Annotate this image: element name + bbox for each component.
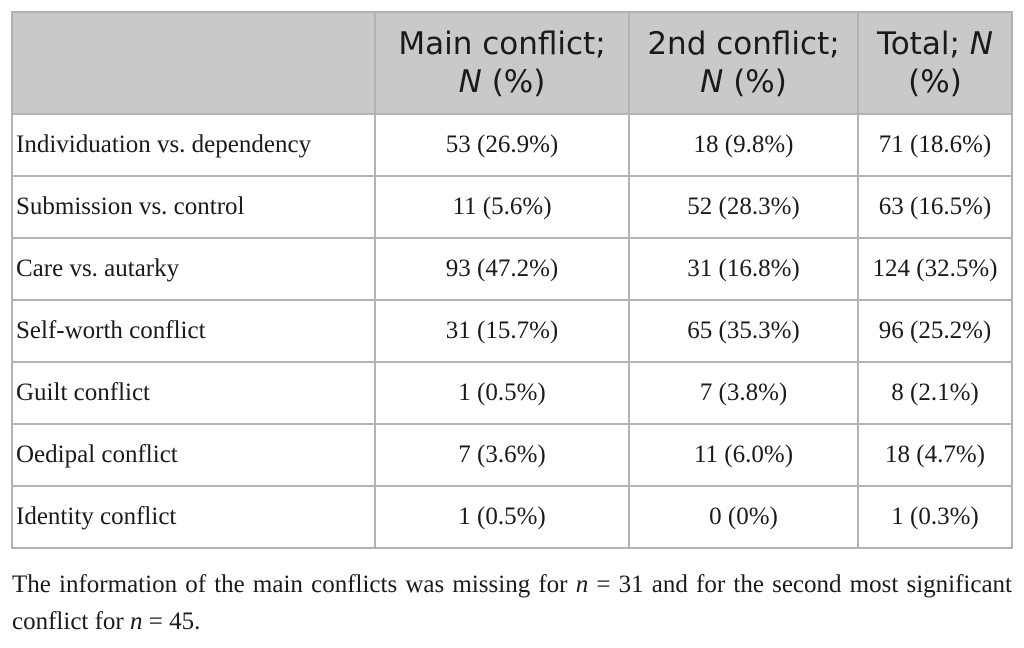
cell-second-conflict: 0 (0%) bbox=[628, 485, 859, 549]
cell-total: 71 (18.6%) bbox=[857, 113, 1013, 177]
footnote-part2: = 31 and for the second most significant… bbox=[12, 571, 1012, 635]
cell-main-conflict: 93 (47.2%) bbox=[374, 237, 630, 301]
cell-total: 96 (25.2%) bbox=[857, 299, 1013, 363]
header-main-rest: (%) bbox=[481, 64, 546, 100]
table-row: Self-worth conflict 31 (15.7%) 65 (35.3%) 9… bbox=[11, 299, 1013, 363]
cell-second-conflict: 31 (16.8%) bbox=[628, 237, 859, 301]
conflict-table: Main conflict; N (%) 2nd conflict; N (%)… bbox=[11, 11, 1013, 549]
footnote-var2: n bbox=[130, 608, 143, 635]
header-empty-cell bbox=[11, 11, 376, 115]
header-second-symbol: N bbox=[700, 64, 724, 100]
row-label: Individuation vs. dependency bbox=[11, 113, 376, 177]
row-label: Guilt conflict bbox=[11, 361, 376, 425]
cell-second-conflict: 52 (28.3%) bbox=[628, 175, 859, 239]
cell-total: 63 (16.5%) bbox=[857, 175, 1013, 239]
cell-main-conflict: 11 (5.6%) bbox=[374, 175, 630, 239]
table-row: Care vs. autarky 93 (47.2%) 31 (16.8%) 124 … bbox=[11, 237, 1013, 301]
footnote-part3: = 45. bbox=[142, 608, 201, 635]
cell-second-conflict: 18 (9.8%) bbox=[628, 113, 859, 177]
footnote-var1: n bbox=[575, 571, 589, 598]
cell-total: 18 (4.7%) bbox=[857, 423, 1013, 487]
row-label: Oedipal conflict bbox=[11, 423, 376, 487]
cell-total: 8 (2.1%) bbox=[857, 361, 1013, 425]
cell-main-conflict: 1 (0.5%) bbox=[374, 361, 630, 425]
table-body: Individuation vs. dependency 53 (26.9%) 18… bbox=[11, 113, 1013, 549]
header-main-text: Main conflict; bbox=[398, 26, 606, 62]
cell-main-conflict: 31 (15.7%) bbox=[374, 299, 630, 363]
table-row: Guilt conflict 1 (0.5%) 7 (3.8%) 8 (2.1%) bbox=[11, 361, 1013, 425]
header-total: Total; N (%) bbox=[857, 11, 1013, 115]
header-second-conflict: 2nd conflict; N (%) bbox=[628, 11, 859, 115]
header-total-text: Total; bbox=[877, 26, 970, 62]
cell-main-conflict: 7 (3.6%) bbox=[374, 423, 630, 487]
cell-second-conflict: 11 (6.0%) bbox=[628, 423, 859, 487]
table-header-row: Main conflict; N (%) 2nd conflict; N (%)… bbox=[11, 11, 1013, 115]
table-row: Individuation vs. dependency 53 (26.9%) 18… bbox=[11, 113, 1013, 177]
cell-second-conflict: 65 (35.3%) bbox=[628, 299, 859, 363]
header-main-conflict: Main conflict; N (%) bbox=[374, 11, 630, 115]
footnote-part1: The information of the main conflicts wa… bbox=[12, 571, 576, 598]
row-label: Identity conflict bbox=[11, 485, 376, 549]
cell-second-conflict: 7 (3.8%) bbox=[628, 361, 859, 425]
header-second-text: 2nd conflict; bbox=[647, 26, 840, 62]
cell-main-conflict: 1 (0.5%) bbox=[374, 485, 630, 549]
row-label: Self-worth conflict bbox=[11, 299, 376, 363]
row-label: Submission vs. control bbox=[11, 175, 376, 239]
header-total-rest: (%) bbox=[908, 64, 962, 100]
cell-main-conflict: 53 (26.9%) bbox=[374, 113, 630, 177]
header-second-rest: (%) bbox=[723, 64, 787, 100]
row-label: Care vs. autarky bbox=[11, 237, 376, 301]
cell-total: 124 (32.5%) bbox=[857, 237, 1013, 301]
table-footnote: The information of the main conflicts wa… bbox=[12, 566, 1012, 640]
header-main-symbol: N bbox=[458, 64, 482, 100]
header-total-symbol: N bbox=[969, 26, 993, 62]
cell-total: 1 (0.3%) bbox=[857, 485, 1013, 549]
table-row: Identity conflict 1 (0.5%) 0 (0%) 1 (0.3%) bbox=[11, 485, 1013, 549]
table-row: Oedipal conflict 7 (3.6%) 11 (6.0%) 18 (4.7… bbox=[11, 423, 1013, 487]
table-row: Submission vs. control 11 (5.6%) 52 (28.3%… bbox=[11, 175, 1013, 239]
